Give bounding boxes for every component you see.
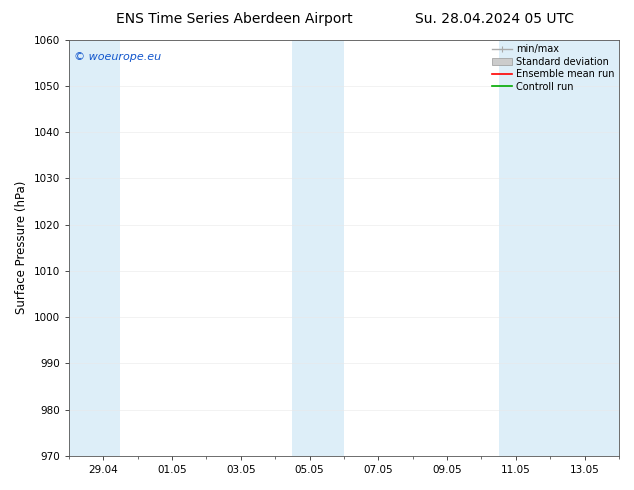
Text: Su. 28.04.2024 05 UTC: Su. 28.04.2024 05 UTC [415,12,574,26]
Bar [292,40,344,456]
Text: ENS Time Series Aberdeen Airport: ENS Time Series Aberdeen Airport [116,12,353,26]
Legend: min/max, Standard deviation, Ensemble mean run, Controll run: min/max, Standard deviation, Ensemble me… [490,43,616,94]
Y-axis label: Surface Pressure (hPa): Surface Pressure (hPa) [15,181,28,315]
Bar [69,40,120,456]
Text: © woeurope.eu: © woeurope.eu [74,52,162,62]
Bar [499,40,619,456]
